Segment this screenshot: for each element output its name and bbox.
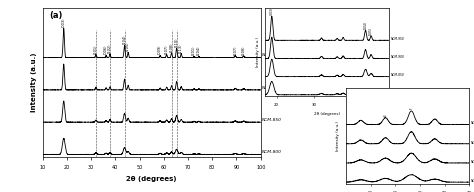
Text: (107): (107) — [164, 44, 169, 54]
Text: NCM-800: NCM-800 — [471, 179, 474, 183]
Y-axis label: Intensity (a.u.): Intensity (a.u.) — [31, 53, 37, 112]
Text: NCM-950: NCM-950 — [262, 53, 282, 57]
Text: (110): (110) — [174, 38, 179, 47]
Text: (006): (006) — [104, 45, 108, 54]
Text: (201): (201) — [192, 46, 196, 55]
Text: (105): (105) — [369, 27, 373, 35]
Text: NCM-850: NCM-850 — [391, 73, 404, 77]
Text: NCM-800: NCM-800 — [262, 150, 282, 154]
Text: (104): (104) — [123, 35, 127, 44]
Text: NCM-900: NCM-900 — [391, 55, 404, 59]
Y-axis label: Intensity (a.u.): Intensity (a.u.) — [337, 121, 340, 151]
Text: NCM-950: NCM-950 — [471, 121, 474, 125]
Text: (102): (102) — [108, 43, 112, 53]
Text: NCM-900: NCM-900 — [262, 86, 282, 89]
Text: (009): (009) — [158, 45, 162, 55]
X-axis label: 2θ (degrees): 2θ (degrees) — [314, 113, 340, 117]
Text: (104): (104) — [364, 21, 367, 29]
Text: (105): (105) — [126, 42, 130, 51]
Text: NCM-950: NCM-950 — [391, 37, 404, 41]
Text: (113): (113) — [179, 43, 183, 53]
Text: NCM-850: NCM-850 — [471, 160, 474, 164]
Text: (207): (207) — [233, 45, 237, 55]
Text: (a): (a) — [49, 11, 63, 20]
Text: (003): (003) — [62, 18, 66, 27]
Text: (101): (101) — [94, 44, 98, 54]
Text: NCM-900: NCM-900 — [471, 141, 474, 145]
Text: (204): (204) — [197, 46, 201, 55]
Text: (208): (208) — [242, 46, 246, 55]
Text: NCM-800: NCM-800 — [391, 92, 404, 96]
Text: (108): (108) — [170, 42, 173, 52]
Y-axis label: Intensity (a.u.): Intensity (a.u.) — [256, 37, 260, 67]
Text: (003): (003) — [270, 7, 274, 15]
Text: E: E — [383, 114, 387, 116]
Text: NCM-850: NCM-850 — [262, 118, 282, 122]
X-axis label: 2θ (degrees): 2θ (degrees) — [127, 176, 177, 182]
Text: F: F — [410, 108, 413, 109]
